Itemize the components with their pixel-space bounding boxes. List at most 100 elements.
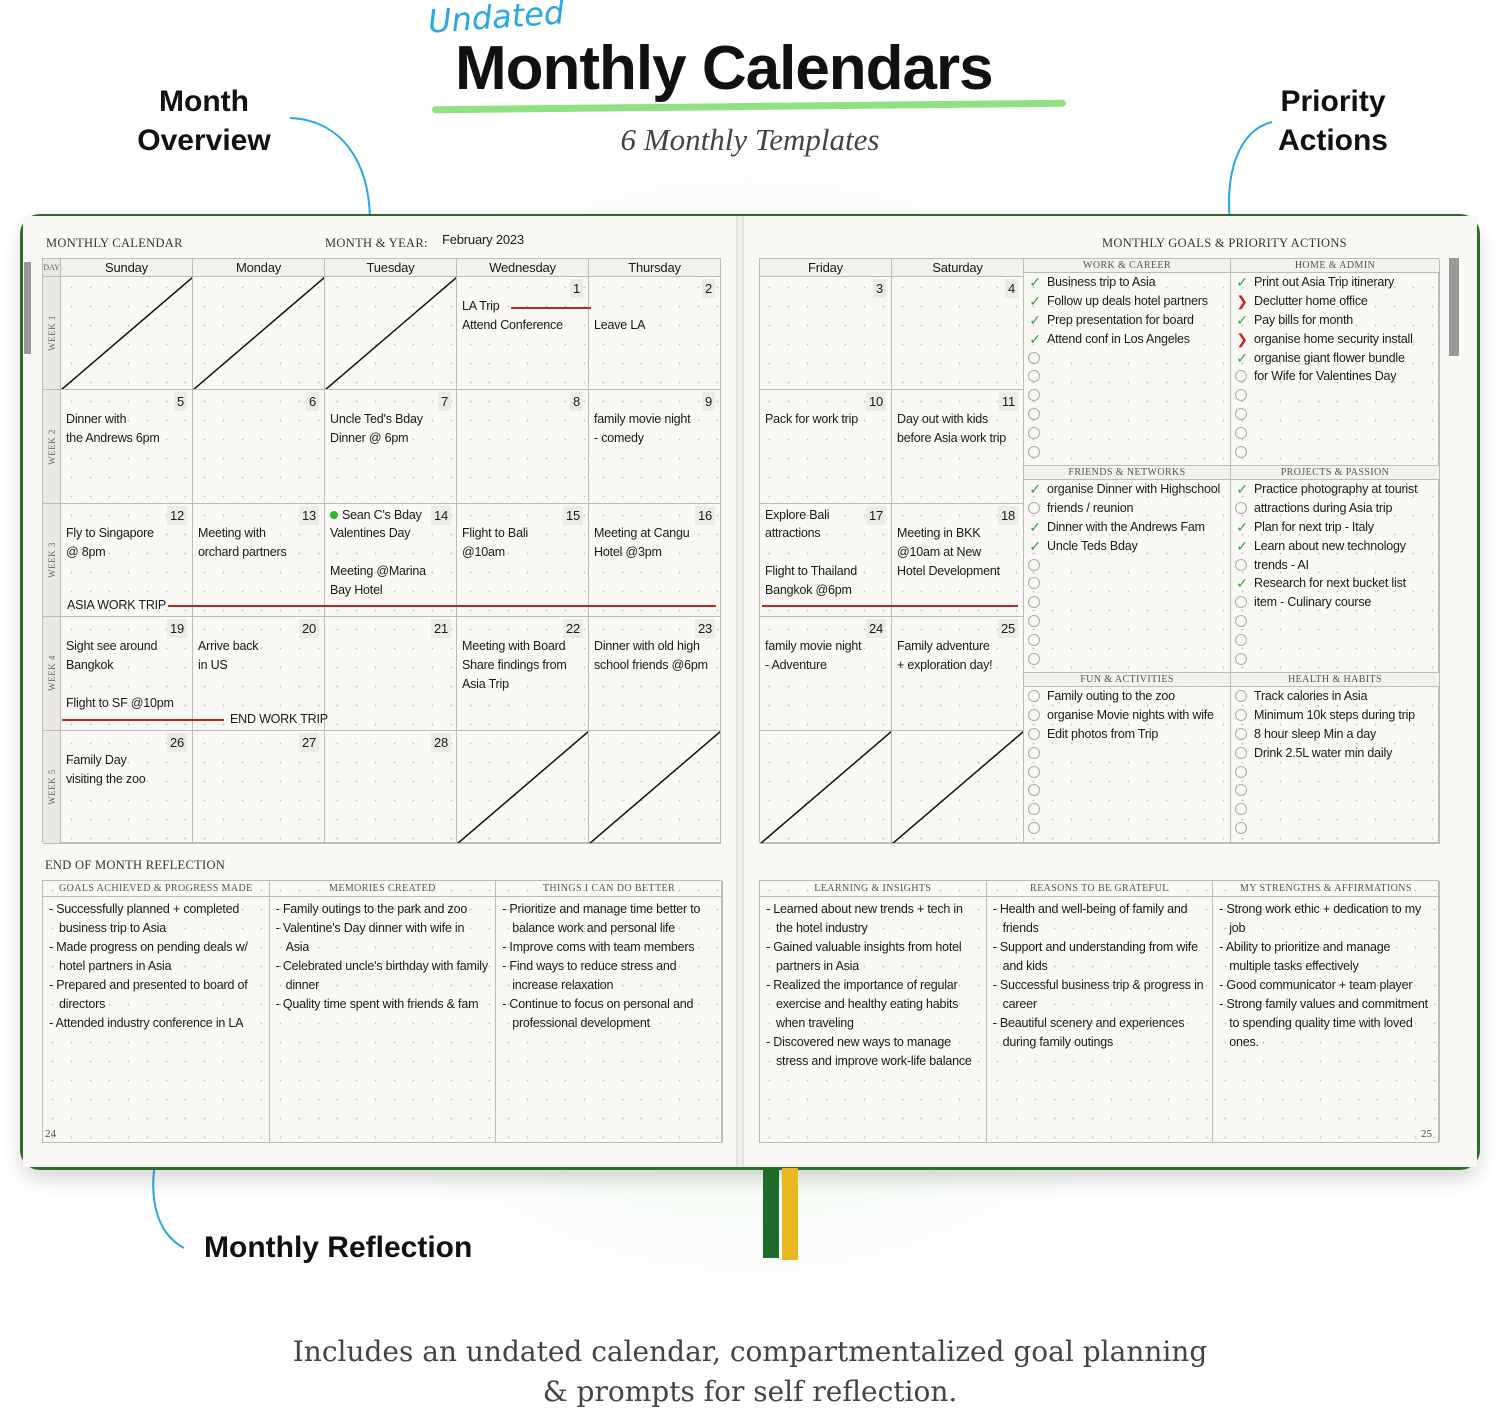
goal-item[interactable]: ✓ Follow up deals hotel partners <box>1024 292 1230 311</box>
empty-circle-checkbox-icon[interactable] <box>1028 652 1040 665</box>
calendar-day-cell[interactable]: 11 Day out with kids before Asia work trip <box>892 390 1024 504</box>
checkmark-icon[interactable]: ✓ <box>1029 311 1041 328</box>
goal-item[interactable] <box>1024 593 1230 612</box>
goal-item[interactable] <box>1231 819 1439 838</box>
empty-circle-checkbox-icon[interactable] <box>1235 746 1247 759</box>
empty-circle-checkbox-icon[interactable] <box>1235 426 1247 439</box>
goal-item[interactable] <box>1024 348 1230 367</box>
empty-circle-checkbox-icon[interactable] <box>1235 652 1247 665</box>
empty-circle-checkbox-icon[interactable] <box>1235 502 1247 515</box>
goal-item[interactable]: attractions during Asia trip <box>1231 499 1439 518</box>
checkmark-icon[interactable]: ✓ <box>1029 330 1041 347</box>
calendar-day-cell[interactable]: 9 family movie night - comedy <box>589 390 721 504</box>
goal-item[interactable]: Family outing to the zoo <box>1024 687 1230 706</box>
calendar-day-cell[interactable]: 3 <box>760 277 892 391</box>
goal-item[interactable]: trends - AI <box>1231 555 1439 574</box>
calendar-day-cell[interactable]: 15 Flight to Bali @10am <box>457 503 589 618</box>
goal-item[interactable]: ✓ organise Dinner with Highschool <box>1024 480 1230 499</box>
calendar-day-cell[interactable] <box>61 277 193 391</box>
goal-item[interactable] <box>1024 781 1230 800</box>
empty-circle-checkbox-icon[interactable] <box>1235 784 1247 797</box>
empty-circle-checkbox-icon[interactable] <box>1028 596 1040 609</box>
empty-circle-checkbox-icon[interactable] <box>1235 709 1247 722</box>
goal-item[interactable]: 8 hour sleep Min a day <box>1231 725 1439 744</box>
goal-item[interactable] <box>1024 423 1230 442</box>
empty-circle-checkbox-icon[interactable] <box>1235 614 1247 627</box>
empty-circle-checkbox-icon[interactable] <box>1235 633 1247 646</box>
goal-item[interactable] <box>1231 405 1439 424</box>
goal-item[interactable] <box>1024 649 1230 668</box>
checkmark-icon[interactable]: ✓ <box>1029 481 1041 498</box>
goal-item[interactable]: Drink 2.5L water min daily <box>1231 743 1439 762</box>
goal-item[interactable]: ❯ Declutter home office <box>1231 292 1439 311</box>
goal-item[interactable] <box>1024 800 1230 819</box>
calendar-day-cell[interactable] <box>760 730 892 844</box>
calendar-day-cell[interactable] <box>589 730 721 844</box>
reflection-box-memories-created[interactable]: MEMORIES CREATED - Family outings to the … <box>269 881 497 1142</box>
goal-item[interactable]: for Wife for Valentines Day <box>1231 367 1439 386</box>
goal-item[interactable] <box>1024 555 1230 574</box>
calendar-day-cell[interactable]: 18 Meeting in BKK @10am at New Hotel Develo… <box>892 503 1024 618</box>
checkmark-icon[interactable]: ✓ <box>1029 293 1041 310</box>
ribbon-bookmark-green[interactable] <box>763 1168 779 1258</box>
calendar-day-cell[interactable]: 17 Explore Bali attractions Flight to Thail… <box>760 503 892 618</box>
goal-item[interactable]: ✓ Learn about new technology <box>1231 536 1439 555</box>
goal-item[interactable] <box>1231 649 1439 668</box>
empty-circle-checkbox-icon[interactable] <box>1028 614 1040 627</box>
goal-item[interactable] <box>1231 781 1439 800</box>
calendar-day-cell[interactable]: 28 <box>325 730 457 844</box>
checkmark-icon[interactable]: ✓ <box>1236 537 1248 554</box>
calendar-day-cell[interactable]: 4 <box>892 277 1024 391</box>
goal-item[interactable] <box>1024 574 1230 593</box>
calendar-day-cell[interactable]: 5 Dinner with the Andrews 6pm <box>61 390 193 504</box>
calendar-day-cell[interactable]: 2 Leave LA <box>589 277 721 391</box>
goal-item[interactable] <box>1231 386 1439 405</box>
empty-circle-checkbox-icon[interactable] <box>1028 407 1040 420</box>
goal-item[interactable]: ✓ Dinner with the Andrews Fam <box>1024 518 1230 537</box>
goal-item[interactable]: Edit photos from Trip <box>1024 725 1230 744</box>
empty-circle-checkbox-icon[interactable] <box>1028 389 1040 402</box>
reflection-box-learning-insights[interactable]: LEARNING & INSIGHTS - Learned about new t… <box>760 881 987 1142</box>
goal-item[interactable] <box>1231 612 1439 631</box>
reflection-box-goals-achieved-progress-made[interactable]: GOALS ACHIEVED & PROGRESS MADE - Successf… <box>43 881 270 1142</box>
goal-item[interactable]: ✓ Print out Asia Trip itinerary <box>1231 273 1439 292</box>
migrated-arrow-icon[interactable]: ❯ <box>1236 330 1248 347</box>
goal-item[interactable] <box>1024 630 1230 649</box>
empty-circle-checkbox-icon[interactable] <box>1235 445 1247 458</box>
goal-item[interactable] <box>1024 819 1230 838</box>
calendar-day-cell[interactable]: 26 Family Day visiting the zoo <box>61 730 193 844</box>
goal-item[interactable] <box>1024 405 1230 424</box>
empty-circle-checkbox-icon[interactable] <box>1028 784 1040 797</box>
goal-item[interactable]: ❯ organise home security install <box>1231 329 1439 348</box>
goal-item[interactable]: ✓ Prep presentation for board <box>1024 311 1230 330</box>
migrated-arrow-icon[interactable]: ❯ <box>1236 293 1248 310</box>
calendar-day-cell[interactable] <box>892 730 1024 844</box>
checkmark-icon[interactable]: ✓ <box>1236 274 1248 291</box>
calendar-day-cell[interactable]: 1 LA Trip Attend Conference <box>457 277 589 391</box>
empty-circle-checkbox-icon[interactable] <box>1028 821 1040 834</box>
empty-circle-checkbox-icon[interactable] <box>1028 690 1040 703</box>
goal-item[interactable]: ✓ Business trip to Asia <box>1024 273 1230 292</box>
empty-circle-checkbox-icon[interactable] <box>1235 727 1247 740</box>
reflection-box-reasons-to-be-grateful[interactable]: REASONS TO BE GRATEFUL - Health and well-… <box>986 881 1214 1142</box>
goal-item[interactable] <box>1231 423 1439 442</box>
goal-item[interactable] <box>1024 743 1230 762</box>
goal-item[interactable] <box>1231 630 1439 649</box>
goal-item[interactable] <box>1231 800 1439 819</box>
empty-circle-checkbox-icon[interactable] <box>1028 370 1040 383</box>
calendar-day-cell[interactable]: 12 Fly to Singapore @ 8pm <box>61 503 193 618</box>
calendar-day-cell[interactable]: 22 Meeting with Board Share findings from A… <box>457 617 589 731</box>
checkmark-icon[interactable]: ✓ <box>1236 349 1248 366</box>
empty-circle-checkbox-icon[interactable] <box>1028 765 1040 778</box>
calendar-day-cell[interactable]: 23 Dinner with old high school friends @6p… <box>589 617 721 731</box>
goal-item[interactable]: organise Movie nights with wife <box>1024 706 1230 725</box>
empty-circle-checkbox-icon[interactable] <box>1235 765 1247 778</box>
calendar-day-cell[interactable]: 24 family movie night - Adventure <box>760 617 892 731</box>
empty-circle-checkbox-icon[interactable] <box>1235 821 1247 834</box>
empty-circle-checkbox-icon[interactable] <box>1028 445 1040 458</box>
calendar-day-cell[interactable] <box>193 277 325 391</box>
calendar-day-cell[interactable]: 25 Family adventure + exploration day! <box>892 617 1024 731</box>
goal-item[interactable]: ✓ Pay bills for month <box>1231 311 1439 330</box>
goal-item[interactable] <box>1024 762 1230 781</box>
goal-item[interactable]: ✓ Practice photography at tourist <box>1231 480 1439 499</box>
